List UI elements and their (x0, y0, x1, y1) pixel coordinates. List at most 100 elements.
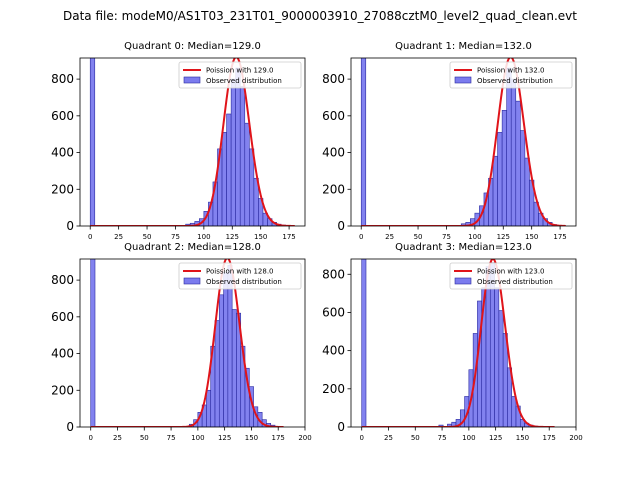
histogram-bar (89, 58, 96, 226)
y-tick-label: 800 (51, 273, 74, 287)
x-tick-label: 125 (497, 233, 510, 241)
histogram-bar (497, 132, 503, 226)
subplot-title: Quadrant 2: Median=128.0 (124, 242, 261, 253)
x-tick-label: 175 (272, 434, 285, 442)
y-tick-label: 800 (322, 267, 345, 281)
legend: Poission with 123.0 Observed distribution (449, 262, 573, 290)
legend-bar-swatch (183, 76, 201, 84)
histogram-bar (501, 110, 507, 226)
histogram-bar (524, 157, 530, 226)
x-tick-label: 200 (569, 434, 582, 442)
legend-label-observed: Observed distribution (477, 77, 553, 85)
x-tick-label: 150 (245, 434, 258, 442)
histogram-bar (511, 396, 517, 427)
x-tick-label: 75 (438, 434, 447, 442)
histogram-bar (226, 113, 232, 226)
y-tick-label: 200 (322, 182, 345, 196)
histogram-bar (221, 132, 227, 226)
x-tick-label: 0 (359, 434, 363, 442)
x-tick-label: 125 (226, 233, 239, 241)
histogram-bar (515, 100, 521, 226)
y-tick-label: 400 (51, 347, 74, 361)
histogram-bar (485, 266, 491, 427)
histogram-bar (361, 259, 367, 427)
x-tick-label: 50 (414, 233, 423, 241)
x-tick-label: 0 (88, 434, 92, 442)
y-tick-label: 200 (51, 182, 74, 196)
axes-frame (350, 57, 577, 227)
y-tick-label: 600 (51, 109, 74, 123)
histogram-bar (244, 122, 250, 226)
subplot-quadrant-1: Quadrant 1: Median=132.0 0 200 400 600 800 0 25… (322, 41, 577, 241)
histogram-bar (510, 78, 517, 226)
x-tick-label: 50 (140, 434, 149, 442)
legend-label-poisson: Poission with 132.0 (477, 67, 545, 75)
histogram-bar (227, 265, 233, 427)
y-tick-label: 0 (66, 219, 74, 233)
histogram-bar (231, 309, 237, 427)
histogram-bar (506, 67, 512, 226)
x-tick-label: 50 (411, 434, 420, 442)
x-tick-label: 175 (543, 434, 556, 442)
x-tick-label: 175 (553, 233, 566, 241)
histogram-bar (520, 130, 526, 226)
x-tick-label: 75 (171, 233, 180, 241)
y-tick-label: 200 (322, 382, 345, 396)
subplot-quadrant-2: Quadrant 2: Median=128.0 0 200 400 600 800 0 25… (51, 242, 312, 442)
y-tick-label: 0 (337, 420, 345, 434)
x-tick-label: 25 (114, 233, 123, 241)
y-tick-label: 600 (322, 109, 345, 123)
x-tick-label: 175 (282, 233, 295, 241)
y-tick-label: 800 (322, 72, 345, 86)
subplot-quadrant-0: Quadrant 0: Median=129.0 0 200 400 600 800 0 25… (51, 41, 306, 241)
histogram-bar (498, 310, 504, 427)
legend-box (449, 262, 573, 290)
axes-frame (79, 57, 306, 227)
y-tick-label: 400 (51, 146, 74, 160)
x-tick-label: 200 (298, 434, 311, 442)
histogram-bar (360, 58, 367, 226)
subplot-title: Quadrant 0: Median=129.0 (124, 41, 261, 52)
histogram-bar (249, 148, 255, 226)
histogram-bar (214, 320, 220, 427)
subplot-quadrant-3: Quadrant 3: Median=123.0 0 200 400 600 800 0 25… (322, 242, 583, 442)
histogram-bars (360, 58, 557, 226)
axes-frame (350, 258, 577, 428)
histogram-bar (235, 67, 241, 226)
histogram-bar (230, 78, 236, 226)
x-tick-label: 100 (462, 434, 475, 442)
subplot-title: Quadrant 1: Median=132.0 (395, 41, 532, 52)
x-tick-label: 100 (191, 434, 204, 442)
histogram-bar (492, 155, 498, 226)
y-tick-label: 400 (322, 146, 345, 160)
x-tick-label: 0 (88, 233, 92, 241)
histogram-bar (223, 272, 229, 427)
legend-label-observed: Observed distribution (206, 77, 282, 85)
x-tick-label: 150 (525, 233, 538, 241)
x-tick-label: 25 (113, 434, 122, 442)
x-tick-label: 150 (254, 233, 267, 241)
histogram-bar (239, 86, 246, 226)
legend: Poission with 132.0 Observed distribution (449, 61, 573, 89)
y-tick-label: 600 (322, 305, 345, 319)
legend-label-poisson: Poission with 129.0 (206, 67, 274, 75)
legend-bar-swatch (454, 277, 472, 285)
x-tick-label: 0 (359, 233, 363, 241)
subplot-grid: Quadrant 0: Median=129.0 0 200 400 600 800 0 25… (51, 41, 583, 442)
legend-label-observed: Observed distribution (206, 278, 282, 286)
x-tick-label: 50 (143, 233, 152, 241)
x-tick-label: 25 (385, 233, 394, 241)
figure-title: Data file: modeM0/AS1T03_231T01_90000039… (63, 9, 577, 23)
x-tick-label: 100 (197, 233, 210, 241)
legend-label-poisson: Poission with 128.0 (206, 268, 274, 276)
x-tick-label: 75 (167, 434, 176, 442)
axes-frame (79, 258, 306, 428)
histogram-bar (90, 259, 96, 427)
legend: Poission with 128.0 Observed distribution (178, 262, 302, 290)
poisson-curve (361, 259, 555, 427)
x-tick-label: 125 (489, 434, 502, 442)
y-tick-label: 800 (51, 72, 74, 86)
legend-box (178, 61, 302, 89)
legend: Poission with 129.0 Observed distribution (178, 61, 302, 89)
